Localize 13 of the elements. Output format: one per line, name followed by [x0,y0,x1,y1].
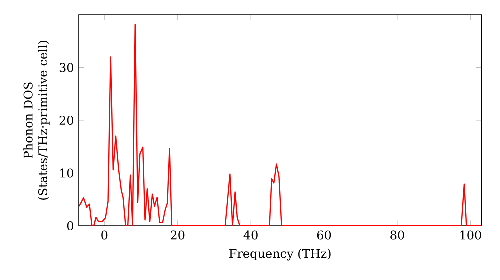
x-tick-label: 40 [244,230,258,240]
x-tick-label: 60 [317,230,332,240]
y-axis-title: Phonon DOS (States/THz·primitive cell) [24,41,50,200]
y-tick-label: 10 [60,168,74,178]
x-tick-label: 80 [390,230,404,240]
y-tick-label: 20 [60,116,74,126]
line-series [79,24,482,226]
x-tick-label: 0 [102,230,108,240]
x-tick-label: 20 [171,230,185,240]
y-tick-label: 30 [60,63,74,72]
x-axis-title: Frequency (THz) [230,248,331,261]
y-tick-label: 0 [67,221,74,231]
x-tick-label: 100 [460,230,482,240]
